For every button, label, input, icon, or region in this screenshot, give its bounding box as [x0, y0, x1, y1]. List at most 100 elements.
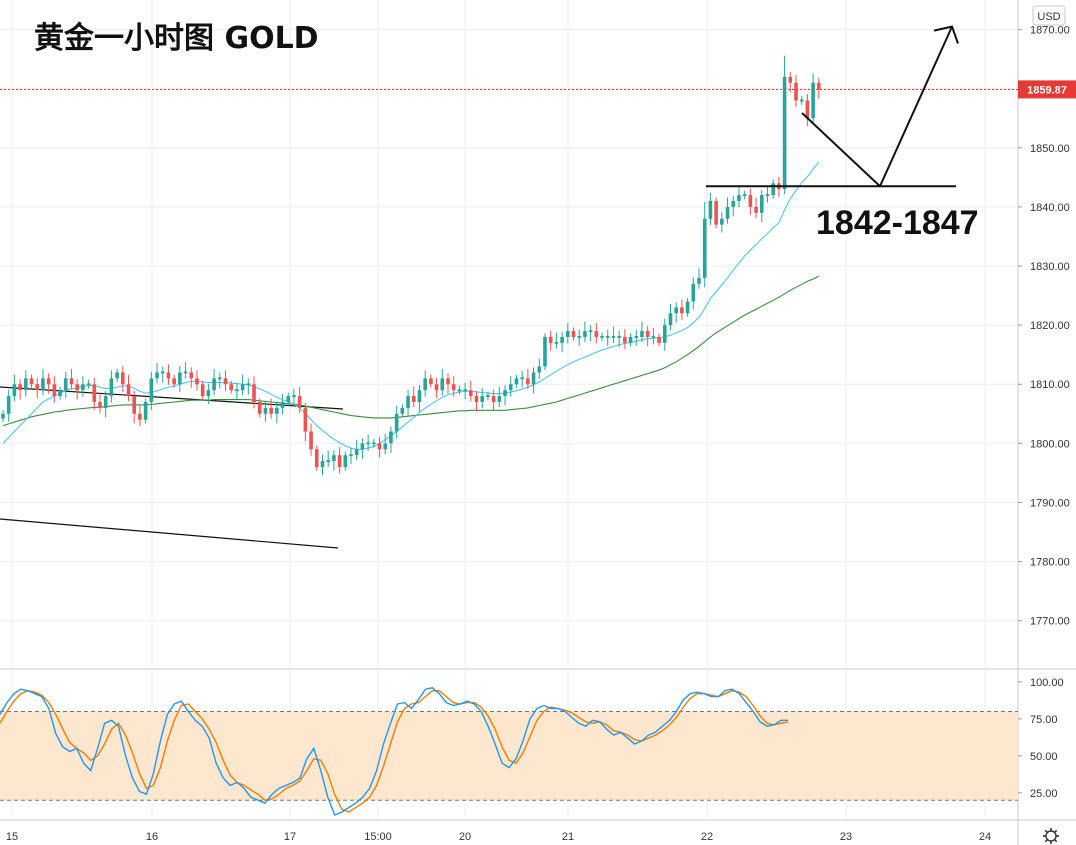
- candle: [771, 179, 775, 199]
- candle: [811, 73, 815, 124]
- candle: [805, 93, 810, 127]
- candle-body: [554, 341, 559, 344]
- candle-body: [657, 336, 661, 343]
- candle: [720, 212, 724, 233]
- candle-body: [155, 372, 159, 379]
- candle: [759, 190, 764, 223]
- candle: [81, 376, 85, 397]
- candle-body: [195, 378, 199, 385]
- candle: [52, 376, 57, 403]
- candle-body: [343, 455, 348, 468]
- last-price-label: 1859.87: [1027, 84, 1067, 96]
- candle-body: [725, 206, 730, 219]
- candle: [548, 330, 553, 351]
- candle: [389, 426, 393, 453]
- candle-body: [309, 431, 313, 450]
- candle-body: [560, 336, 564, 343]
- candle-body: [29, 378, 34, 385]
- candle-body: [389, 431, 393, 444]
- candle-body: [212, 378, 216, 391]
- candle: [195, 370, 199, 391]
- candle-body: [223, 378, 228, 385]
- candle: [372, 438, 376, 448]
- candle: [269, 398, 273, 419]
- stoch-tick-label: 75.00: [1030, 714, 1058, 726]
- candle-body: [103, 396, 108, 408]
- candle-body: [286, 396, 291, 402]
- candle: [275, 402, 279, 424]
- candle-body: [303, 407, 308, 432]
- projection-up-leg: [879, 26, 953, 187]
- candle-body: [691, 283, 696, 302]
- time-tick-label: 15:00: [364, 831, 392, 843]
- candle: [794, 74, 798, 107]
- candle-body: [486, 395, 490, 397]
- candle-body: [811, 82, 815, 119]
- candle-body: [765, 194, 770, 196]
- time-tick-label: 23: [840, 831, 852, 843]
- candle-body: [172, 378, 176, 385]
- candle: [212, 368, 216, 396]
- support-zone-label: 1842-1847: [816, 204, 979, 242]
- drawing-overlay: [0, 25, 1018, 188]
- candle-body: [354, 449, 359, 456]
- candle-body: [526, 378, 530, 385]
- price-tick-label: 1780.00: [1030, 557, 1070, 569]
- candle-body: [617, 336, 621, 338]
- candle: [737, 187, 741, 208]
- candle: [366, 434, 370, 451]
- time-tick-label: 21: [562, 831, 574, 843]
- time-tick-label: 20: [459, 831, 471, 843]
- candle-body: [269, 407, 273, 414]
- candle: [337, 447, 342, 474]
- candle: [560, 331, 564, 353]
- candle: [217, 372, 222, 389]
- candle-body: [662, 325, 667, 343]
- candle-body: [229, 384, 233, 391]
- candle: [588, 325, 593, 342]
- gear-icon[interactable]: [1043, 828, 1059, 844]
- stoch-tick-label: 25.00: [1030, 788, 1058, 800]
- candle-body: [12, 384, 17, 397]
- candle-body: [543, 336, 547, 367]
- candle-body: [383, 443, 388, 450]
- candle-body: [423, 378, 427, 391]
- stochastic-pane: [0, 687, 1018, 816]
- candle-body: [548, 336, 553, 343]
- candle-body: [565, 331, 570, 337]
- candle-body: [406, 396, 410, 408]
- candle: [63, 371, 68, 399]
- candle: [246, 378, 251, 395]
- candle: [183, 362, 188, 379]
- candle-body: [474, 396, 479, 402]
- candle-body: [817, 82, 821, 90]
- candle: [172, 374, 176, 388]
- candle-body: [166, 372, 171, 379]
- candle-body: [714, 200, 718, 225]
- candle: [611, 326, 616, 343]
- candle-body: [314, 449, 319, 468]
- candle-body: [577, 336, 582, 338]
- candle-body: [720, 218, 724, 225]
- candle: [263, 401, 268, 422]
- candle: [383, 433, 388, 455]
- candle-body: [121, 372, 125, 385]
- candle: [326, 450, 330, 468]
- candle-body: [297, 396, 302, 408]
- candle: [103, 391, 108, 418]
- candle-body: [235, 389, 239, 392]
- candle-body: [480, 396, 485, 402]
- candle: [223, 370, 228, 391]
- stoch-k-line: [0, 687, 788, 816]
- candle-body: [457, 389, 462, 392]
- candle-body: [75, 384, 79, 391]
- price-tick-label: 1850.00: [1030, 143, 1070, 155]
- currency-badge[interactable]: USD: [1032, 5, 1066, 26]
- candle: [400, 404, 405, 418]
- price-tick-label: 1800.00: [1030, 438, 1070, 450]
- candle-body: [372, 442, 376, 445]
- candle: [605, 329, 610, 346]
- candle: [571, 327, 576, 341]
- candle: [206, 383, 211, 405]
